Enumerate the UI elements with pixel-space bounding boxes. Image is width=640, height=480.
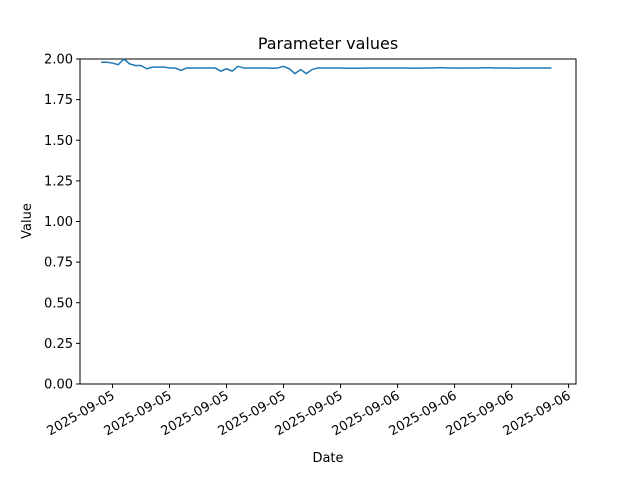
y-tick-label: 1.25 (44, 174, 73, 189)
y-tick-label: 2.00 (44, 53, 73, 68)
y-tick-label: 1.00 (44, 215, 73, 230)
chart-title: Parameter values (258, 34, 398, 53)
plot-frame (79, 58, 577, 385)
y-axis-label: Value (20, 203, 35, 239)
data-line (101, 58, 552, 75)
y-tick-label: 0.25 (44, 337, 73, 352)
y-tick-label: 1.75 (44, 93, 73, 108)
y-tick-label: 1.50 (44, 134, 73, 149)
y-tick-label: 0.00 (44, 378, 73, 393)
x-axis-label: Date (312, 451, 343, 466)
y-tick-label: 0.75 (44, 256, 73, 271)
y-tick-label: 0.50 (44, 296, 73, 311)
